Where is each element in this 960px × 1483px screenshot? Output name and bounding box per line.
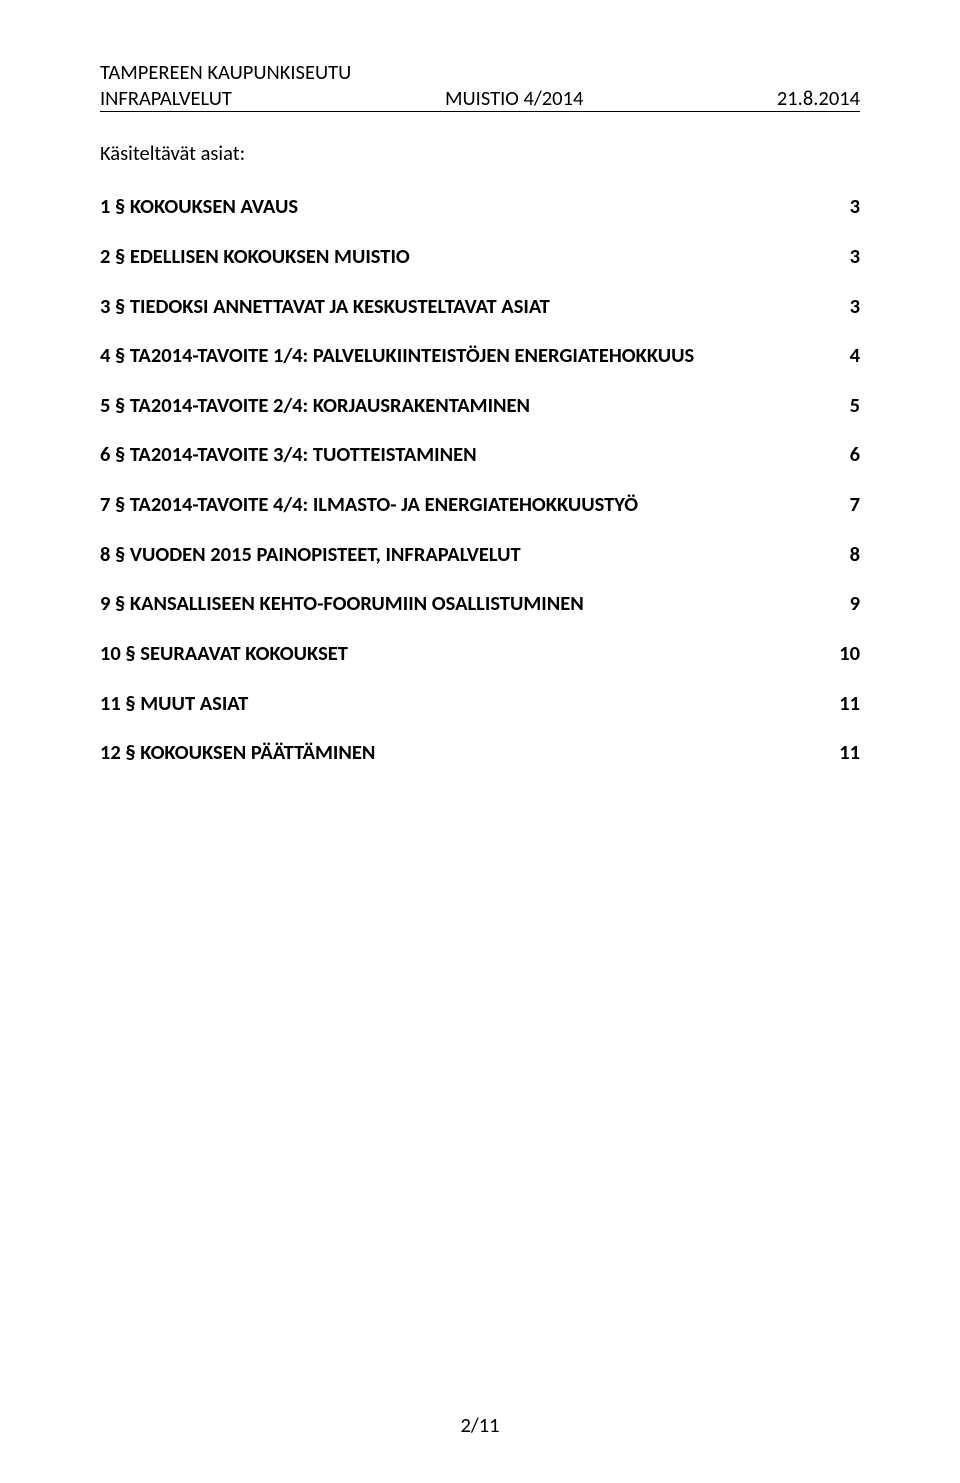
toc-row: 2 § EDELLISEN KOKOUKSEN MUISTIO 3 [100,244,860,270]
header-date: 21.8.2014 [705,86,860,112]
header-dept: INFRAPALVELUT [100,86,445,112]
toc-page: 3 [850,244,860,270]
toc-row: 10 § SEURAAVAT KOKOUKSET 10 [100,641,860,667]
toc-row: 5 § TA2014-TAVOITE 2/4: KORJAUSRAKENTAMI… [100,393,860,419]
toc-row: 9 § KANSALLISEEN KEHTO-FOORUMIIN OSALLIS… [100,591,860,617]
header-org: TAMPEREEN KAUPUNKISEUTU [100,60,445,86]
toc-row: 8 § VUODEN 2015 PAINOPISTEET, INFRAPALVE… [100,542,860,568]
toc-row: 6 § TA2014-TAVOITE 3/4: TUOTTEISTAMINEN … [100,442,860,468]
toc-page: 5 [850,393,860,419]
header-empty-right [705,60,860,86]
toc-label: 11 § MUUT ASIAT [100,691,839,717]
toc-label: 5 § TA2014-TAVOITE 2/4: KORJAUSRAKENTAMI… [100,393,850,419]
toc: 1 § KOKOUKSEN AVAUS 3 2 § EDELLISEN KOKO… [100,194,860,766]
header-empty-mid [445,60,705,86]
toc-row: 3 § TIEDOKSI ANNETTAVAT JA KESKUSTELTAVA… [100,294,860,320]
header-doc-id: MUISTIO 4/2014 [445,86,705,112]
toc-label: 2 § EDELLISEN KOKOUKSEN MUISTIO [100,244,850,270]
toc-row: 7 § TA2014-TAVOITE 4/4: ILMASTO- JA ENER… [100,492,860,518]
toc-page: 4 [850,343,860,369]
header-line-1: TAMPEREEN KAUPUNKISEUTU [100,60,860,86]
toc-label: 6 § TA2014-TAVOITE 3/4: TUOTTEISTAMINEN [100,442,850,468]
toc-page: 8 [850,542,860,568]
toc-page: 7 [850,492,860,518]
toc-row: 12 § KOKOUKSEN PÄÄTTÄMINEN 11 [100,740,860,766]
toc-label: 4 § TA2014-TAVOITE 1/4: PALVELUKIINTEIST… [100,343,850,369]
toc-page: 6 [850,442,860,468]
toc-label: 7 § TA2014-TAVOITE 4/4: ILMASTO- JA ENER… [100,492,850,518]
header-line-2: INFRAPALVELUT MUISTIO 4/2014 21.8.2014 [100,86,860,113]
toc-page: 10 [839,641,860,667]
toc-label: 10 § SEURAAVAT KOKOUKSET [100,641,839,667]
page: TAMPEREEN KAUPUNKISEUTU INFRAPALVELUT MU… [0,0,960,1483]
toc-row: 11 § MUUT ASIAT 11 [100,691,860,717]
toc-label: 9 § KANSALLISEEN KEHTO-FOORUMIIN OSALLIS… [100,591,850,617]
toc-page: 3 [850,294,860,320]
toc-row: 1 § KOKOUKSEN AVAUS 3 [100,194,860,220]
toc-label: 8 § VUODEN 2015 PAINOPISTEET, INFRAPALVE… [100,542,850,568]
toc-label: 3 § TIEDOKSI ANNETTAVAT JA KESKUSTELTAVA… [100,294,850,320]
page-footer: 2/11 [0,1412,960,1438]
toc-label: 12 § KOKOUKSEN PÄÄTTÄMINEN [100,740,839,766]
toc-label: 1 § KOKOUKSEN AVAUS [100,194,850,220]
toc-page: 3 [850,194,860,220]
toc-page: 9 [850,591,860,617]
section-title: Käsiteltävät asiat: [100,140,860,166]
toc-page: 11 [839,691,860,717]
toc-page: 11 [839,740,860,766]
toc-row: 4 § TA2014-TAVOITE 1/4: PALVELUKIINTEIST… [100,343,860,369]
